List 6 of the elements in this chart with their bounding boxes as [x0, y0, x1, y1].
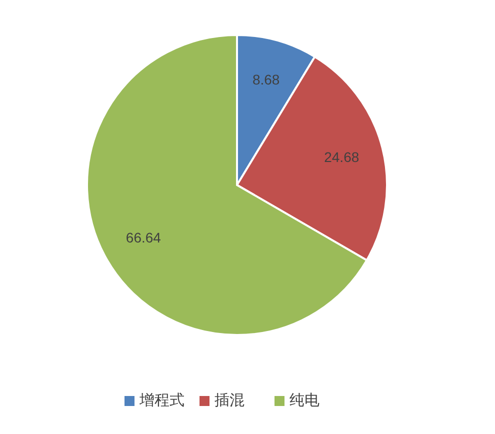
data-label: 8.68 [252, 72, 280, 88]
legend-label: 纯电 [290, 391, 320, 410]
legend-label: 插混 [214, 391, 244, 410]
data-label: 24.68 [324, 148, 360, 165]
legend-label: 增程式 [138, 391, 184, 410]
data-label: 66.64 [126, 230, 162, 246]
